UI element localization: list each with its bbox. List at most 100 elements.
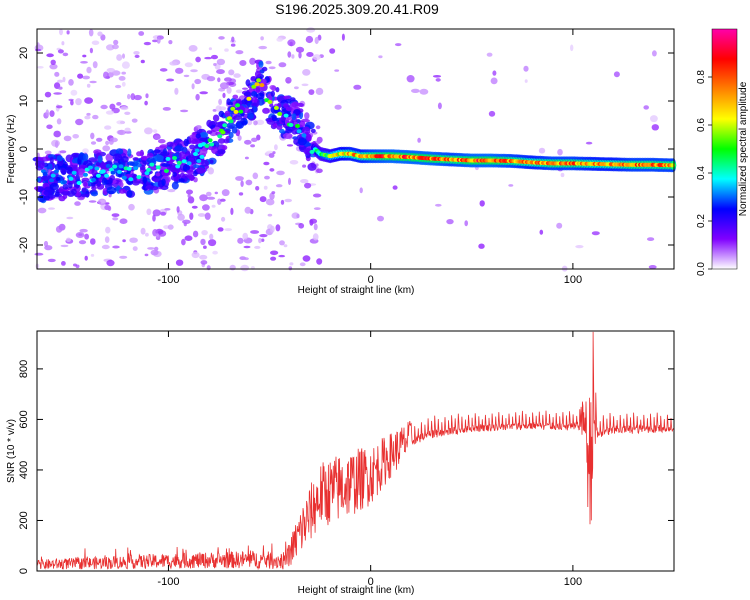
ridge-core-cell <box>118 164 124 169</box>
noise-cell <box>58 86 63 90</box>
noise-cell <box>202 204 210 211</box>
ridge-cell <box>298 120 306 128</box>
ridge-cell <box>127 148 132 157</box>
noise-cell <box>66 237 71 242</box>
ridge-cell <box>245 79 251 87</box>
ridge-cell <box>270 90 275 97</box>
ridge-cell <box>49 156 54 164</box>
noise-cell <box>214 191 218 195</box>
noise-cell <box>73 263 77 267</box>
ridge-cell <box>275 87 280 93</box>
noise-cell <box>104 236 110 244</box>
spectrogram-cells <box>32 27 677 272</box>
noise-cell <box>315 125 321 130</box>
ridge-cell <box>259 69 265 74</box>
noise-cell <box>244 206 252 214</box>
noise-cell <box>265 60 272 65</box>
noise-cell <box>206 265 211 271</box>
noise-cell <box>70 89 78 96</box>
ridge-cell <box>291 113 297 121</box>
noise-cell <box>492 70 497 76</box>
ridge-cell <box>279 128 285 134</box>
noise-cell <box>217 227 224 232</box>
snr-axes: -100 0 100 0 200 400 600 800 <box>18 331 674 588</box>
colorbar-label: Normalized spectral amplitude <box>738 81 749 216</box>
noise-cell <box>197 213 206 217</box>
ridge-cell <box>81 187 87 194</box>
noise-cell <box>84 233 89 240</box>
noise-cell <box>56 105 63 109</box>
noise-cell <box>271 191 276 195</box>
ridge-core-cell <box>204 143 210 148</box>
snr-y-tick-label: 400 <box>18 461 30 479</box>
ridge-core-cell <box>165 156 171 161</box>
ridge-core-cell <box>110 170 116 175</box>
noise-cell <box>79 228 88 233</box>
noise-cell <box>308 89 315 95</box>
ridge-core-cell <box>136 175 142 180</box>
noise-cell <box>286 144 294 147</box>
noise-cell <box>191 205 198 209</box>
noise-cell <box>152 39 158 43</box>
noise-cell <box>258 237 262 244</box>
ridge-cell <box>196 167 205 174</box>
noise-cell <box>539 229 544 235</box>
noise-cell <box>269 225 275 233</box>
noise-cell <box>652 50 657 57</box>
ridge-core-cell <box>238 109 244 114</box>
noise-cell <box>82 75 90 80</box>
noise-cell <box>287 39 296 47</box>
ridge-cell <box>254 70 261 78</box>
ridge-cell <box>182 163 190 172</box>
noise-cell <box>216 69 225 75</box>
noise-cell <box>177 213 185 221</box>
spectrogram-y-tick-label: 20 <box>18 47 30 59</box>
noise-cell <box>299 262 306 267</box>
ridge-core-cell <box>295 124 300 128</box>
noise-cell <box>280 199 285 205</box>
ridge-cell <box>120 156 129 163</box>
ridge-core-cell <box>259 83 265 88</box>
ridge-core-cell <box>228 119 234 124</box>
noise-cell <box>162 107 171 111</box>
noise-cell <box>134 54 140 59</box>
noise-cell <box>240 180 244 187</box>
noise-cell <box>203 245 207 249</box>
ridge-cell <box>195 133 201 139</box>
noise-cell <box>278 62 287 68</box>
ridge-cell <box>43 195 51 201</box>
noise-cell <box>167 224 174 230</box>
noise-cell <box>104 125 112 130</box>
ridge-core-cell <box>209 142 215 147</box>
noise-cell <box>131 118 138 123</box>
noise-cell <box>190 69 198 73</box>
ridge-cell <box>199 132 209 138</box>
noise-cell <box>222 92 226 99</box>
ridge-cell <box>188 136 199 145</box>
noise-cell <box>175 259 184 266</box>
ridge-cell <box>101 177 108 186</box>
noise-cell <box>240 264 250 272</box>
ridge-cell <box>83 153 89 162</box>
ridge-cell <box>189 174 195 182</box>
noise-cell <box>219 106 227 111</box>
ridge-cell <box>276 125 283 130</box>
noise-cell <box>56 118 62 125</box>
noise-cell <box>34 48 42 52</box>
noise-cell <box>90 141 97 145</box>
noise-cell <box>238 192 244 196</box>
ridge-cell <box>35 156 44 162</box>
noise-cell <box>194 78 202 85</box>
ridge-cell <box>71 188 77 195</box>
ridge-cell <box>155 172 161 177</box>
noise-cell <box>244 156 249 160</box>
ridge-cell <box>71 158 79 164</box>
noise-cell <box>169 61 178 66</box>
ridge-cell <box>126 190 133 198</box>
noise-cell <box>37 207 47 214</box>
noise-cell <box>127 93 131 100</box>
noise-cell <box>651 124 659 131</box>
noise-cell <box>86 66 92 74</box>
ridge-cell <box>62 183 69 190</box>
